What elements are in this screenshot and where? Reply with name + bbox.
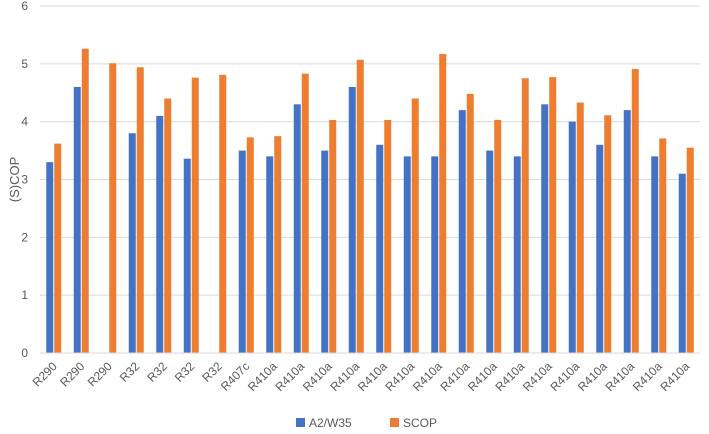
- bar-a2w35: [513, 156, 521, 353]
- bar-a2w35: [348, 86, 356, 353]
- bar-scop: [604, 115, 612, 354]
- x-tick-label: R410a: [327, 359, 362, 394]
- x-tick-label: R410a: [382, 359, 417, 394]
- bar-a2w35: [486, 150, 494, 353]
- bar-a2w35: [128, 133, 136, 353]
- bar-scop: [109, 63, 117, 353]
- bar-a2w35: [403, 156, 411, 353]
- bar-a2w35: [431, 156, 439, 353]
- bar-a2w35: [541, 104, 549, 353]
- bar-scop: [246, 137, 254, 353]
- bar-scop: [329, 119, 337, 353]
- bar-scop: [191, 77, 199, 354]
- y-tick-label: 5: [21, 57, 28, 71]
- y-tick-label: 6: [21, 0, 28, 13]
- legend-label: A2/W35: [309, 416, 352, 430]
- bar-a2w35: [46, 162, 54, 353]
- legend-swatch: [296, 418, 305, 427]
- x-tick-label: R32: [172, 359, 198, 385]
- x-tick-label: R407c: [218, 359, 252, 393]
- bar-scop: [164, 98, 172, 354]
- y-tick-label: 4: [21, 115, 28, 129]
- x-tick-label: R290: [57, 359, 87, 389]
- legend-swatch: [390, 418, 399, 427]
- bar-scop: [494, 119, 502, 353]
- bar-scop: [81, 48, 89, 354]
- bar-scop: [54, 143, 62, 353]
- legend: A2/W35 SCOP: [296, 416, 437, 430]
- bar-a2w35: [238, 150, 246, 353]
- bar-scop: [466, 93, 474, 353]
- gridlines: [40, 5, 700, 296]
- bar-scop: [384, 119, 392, 353]
- x-tick-label: R32: [117, 359, 143, 385]
- y-tick-label: 1: [21, 288, 28, 302]
- x-tick-label: R32: [144, 359, 170, 385]
- x-tick-label: R410a: [245, 359, 280, 394]
- x-tick-label: R410a: [520, 359, 555, 394]
- x-tick-label: R410a: [547, 359, 582, 394]
- bar-a2w35: [293, 104, 301, 353]
- bar-a2w35: [596, 144, 604, 353]
- bar-scop: [411, 98, 419, 354]
- bars: [46, 48, 694, 354]
- bar-a2w35: [266, 156, 274, 353]
- x-tick-label: R410a: [575, 359, 610, 394]
- legend-label: SCOP: [403, 416, 437, 430]
- bar-scop: [136, 67, 144, 353]
- y-axis-label: (S)COP: [7, 157, 22, 203]
- y-tick-label: 3: [21, 173, 28, 187]
- x-tick-label: R410a: [272, 359, 307, 394]
- x-tick-label: R410a: [410, 359, 445, 394]
- bar-scop: [521, 78, 529, 354]
- x-tick-label: R290: [30, 359, 60, 389]
- x-tick-label: R410a: [602, 359, 637, 394]
- x-tick-label: R290: [85, 359, 115, 389]
- bar-a2w35: [321, 150, 329, 353]
- bar-a2w35: [568, 121, 576, 354]
- bar-scop: [219, 74, 227, 354]
- bar-a2w35: [623, 110, 631, 353]
- y-tick-label: 0: [21, 346, 28, 360]
- bar-scop: [439, 54, 447, 353]
- bar-scop: [301, 73, 309, 353]
- x-tick-label: R410a: [300, 359, 335, 394]
- y-axis-ticks: 0 1 2 3 4 5 6: [21, 0, 28, 360]
- bar-a2w35: [678, 173, 686, 353]
- x-tick-label: R410a: [465, 359, 500, 394]
- y-tick-label: 2: [21, 230, 28, 244]
- bar-a2w35: [458, 110, 466, 353]
- bar-scop: [274, 136, 282, 353]
- bar-a2w35: [376, 144, 384, 353]
- bar-scop: [686, 147, 694, 353]
- bar-a2w35: [156, 115, 164, 353]
- bar-scop: [549, 77, 557, 353]
- bar-a2w35: [73, 86, 81, 353]
- x-tick-label: R410a: [630, 359, 665, 394]
- bar-a2w35: [651, 156, 659, 353]
- x-tick-label: R410a: [492, 359, 527, 394]
- bar-scop: [576, 102, 584, 353]
- bar-scop: [631, 69, 639, 353]
- x-tick-label: R410a: [355, 359, 390, 394]
- bar-a2w35: [183, 158, 191, 353]
- bar-scop: [659, 138, 667, 353]
- x-tick-label: R410a: [437, 359, 472, 394]
- x-tick-label: R410a: [657, 359, 692, 394]
- bar-scop: [356, 59, 364, 353]
